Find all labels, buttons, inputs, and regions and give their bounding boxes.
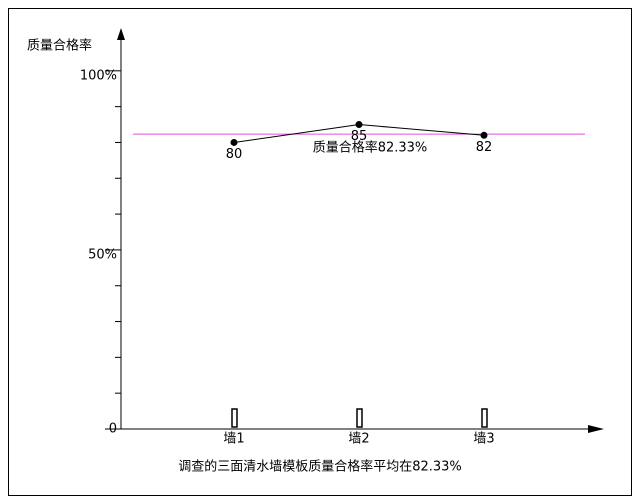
category-marker — [356, 408, 363, 428]
data-point — [230, 138, 238, 146]
data-point — [480, 131, 488, 139]
x-axis-arrow — [588, 425, 604, 433]
data-point — [355, 121, 363, 129]
y-tick-label: 0 — [109, 422, 117, 437]
x-tick-label: 墙3 — [473, 432, 494, 447]
data-label: 82 — [476, 140, 493, 155]
reference-label: 质量合格率82.33% — [313, 140, 428, 156]
y-tick-label: 50% — [88, 247, 117, 262]
x-tick-label: 墙1 — [223, 432, 244, 447]
y-axis-label: 质量合格率 — [27, 38, 92, 54]
y-tick-label: 100% — [80, 68, 117, 83]
category-marker — [231, 408, 238, 428]
y-axis-arrow — [117, 28, 125, 40]
x-tick-label: 墙2 — [348, 432, 369, 447]
data-label: 85 — [351, 129, 368, 144]
caption: 调查的三面清水墙模板质量合格率平均在82.33% — [178, 459, 462, 475]
frame — [8, 8, 632, 496]
data-label: 80 — [226, 147, 243, 162]
category-marker — [481, 408, 488, 428]
